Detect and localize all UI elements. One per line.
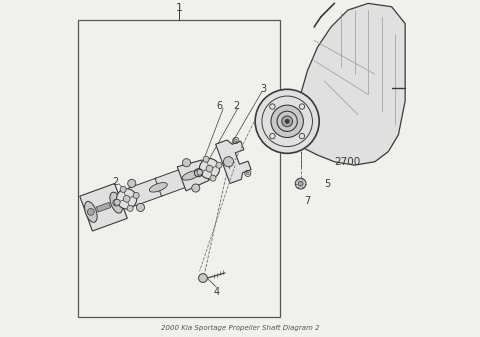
Circle shape	[285, 119, 289, 123]
Circle shape	[133, 192, 139, 198]
Bar	[78, 20, 280, 317]
Circle shape	[295, 178, 306, 189]
Circle shape	[127, 205, 133, 211]
Circle shape	[192, 184, 200, 192]
Text: 6: 6	[216, 101, 223, 111]
Ellipse shape	[110, 192, 122, 213]
Circle shape	[224, 157, 234, 167]
Ellipse shape	[84, 202, 97, 222]
Text: 2000 Kia Sportage Propeller Shaft Diagram 2: 2000 Kia Sportage Propeller Shaft Diagra…	[161, 325, 319, 331]
Circle shape	[128, 179, 136, 187]
Circle shape	[206, 165, 213, 172]
Ellipse shape	[149, 183, 167, 192]
Circle shape	[114, 199, 120, 205]
Text: 1: 1	[176, 3, 183, 13]
Circle shape	[182, 159, 191, 167]
Circle shape	[87, 209, 94, 215]
Text: 2700: 2700	[335, 157, 360, 167]
Circle shape	[298, 181, 303, 186]
Circle shape	[120, 186, 126, 192]
Circle shape	[117, 189, 137, 209]
Text: 2: 2	[112, 177, 119, 187]
Circle shape	[210, 175, 216, 181]
Polygon shape	[297, 3, 405, 165]
Circle shape	[113, 199, 120, 206]
Circle shape	[199, 159, 220, 179]
Circle shape	[197, 169, 203, 175]
Circle shape	[234, 139, 237, 142]
Circle shape	[271, 105, 303, 137]
Polygon shape	[155, 166, 194, 196]
Ellipse shape	[182, 171, 200, 180]
Circle shape	[203, 156, 209, 162]
Circle shape	[282, 116, 293, 127]
Circle shape	[199, 274, 207, 282]
Circle shape	[255, 89, 319, 153]
Text: 3: 3	[261, 84, 267, 94]
Polygon shape	[128, 178, 163, 206]
Text: 5: 5	[324, 179, 331, 189]
Polygon shape	[80, 184, 127, 231]
Circle shape	[246, 172, 249, 175]
Text: 4: 4	[213, 286, 219, 297]
Polygon shape	[96, 203, 111, 212]
Text: 7: 7	[304, 195, 311, 206]
Polygon shape	[216, 140, 251, 183]
Polygon shape	[177, 160, 209, 191]
Circle shape	[216, 162, 222, 168]
Text: 2: 2	[233, 101, 240, 111]
Circle shape	[123, 195, 130, 202]
Circle shape	[277, 111, 297, 131]
Circle shape	[136, 203, 144, 211]
